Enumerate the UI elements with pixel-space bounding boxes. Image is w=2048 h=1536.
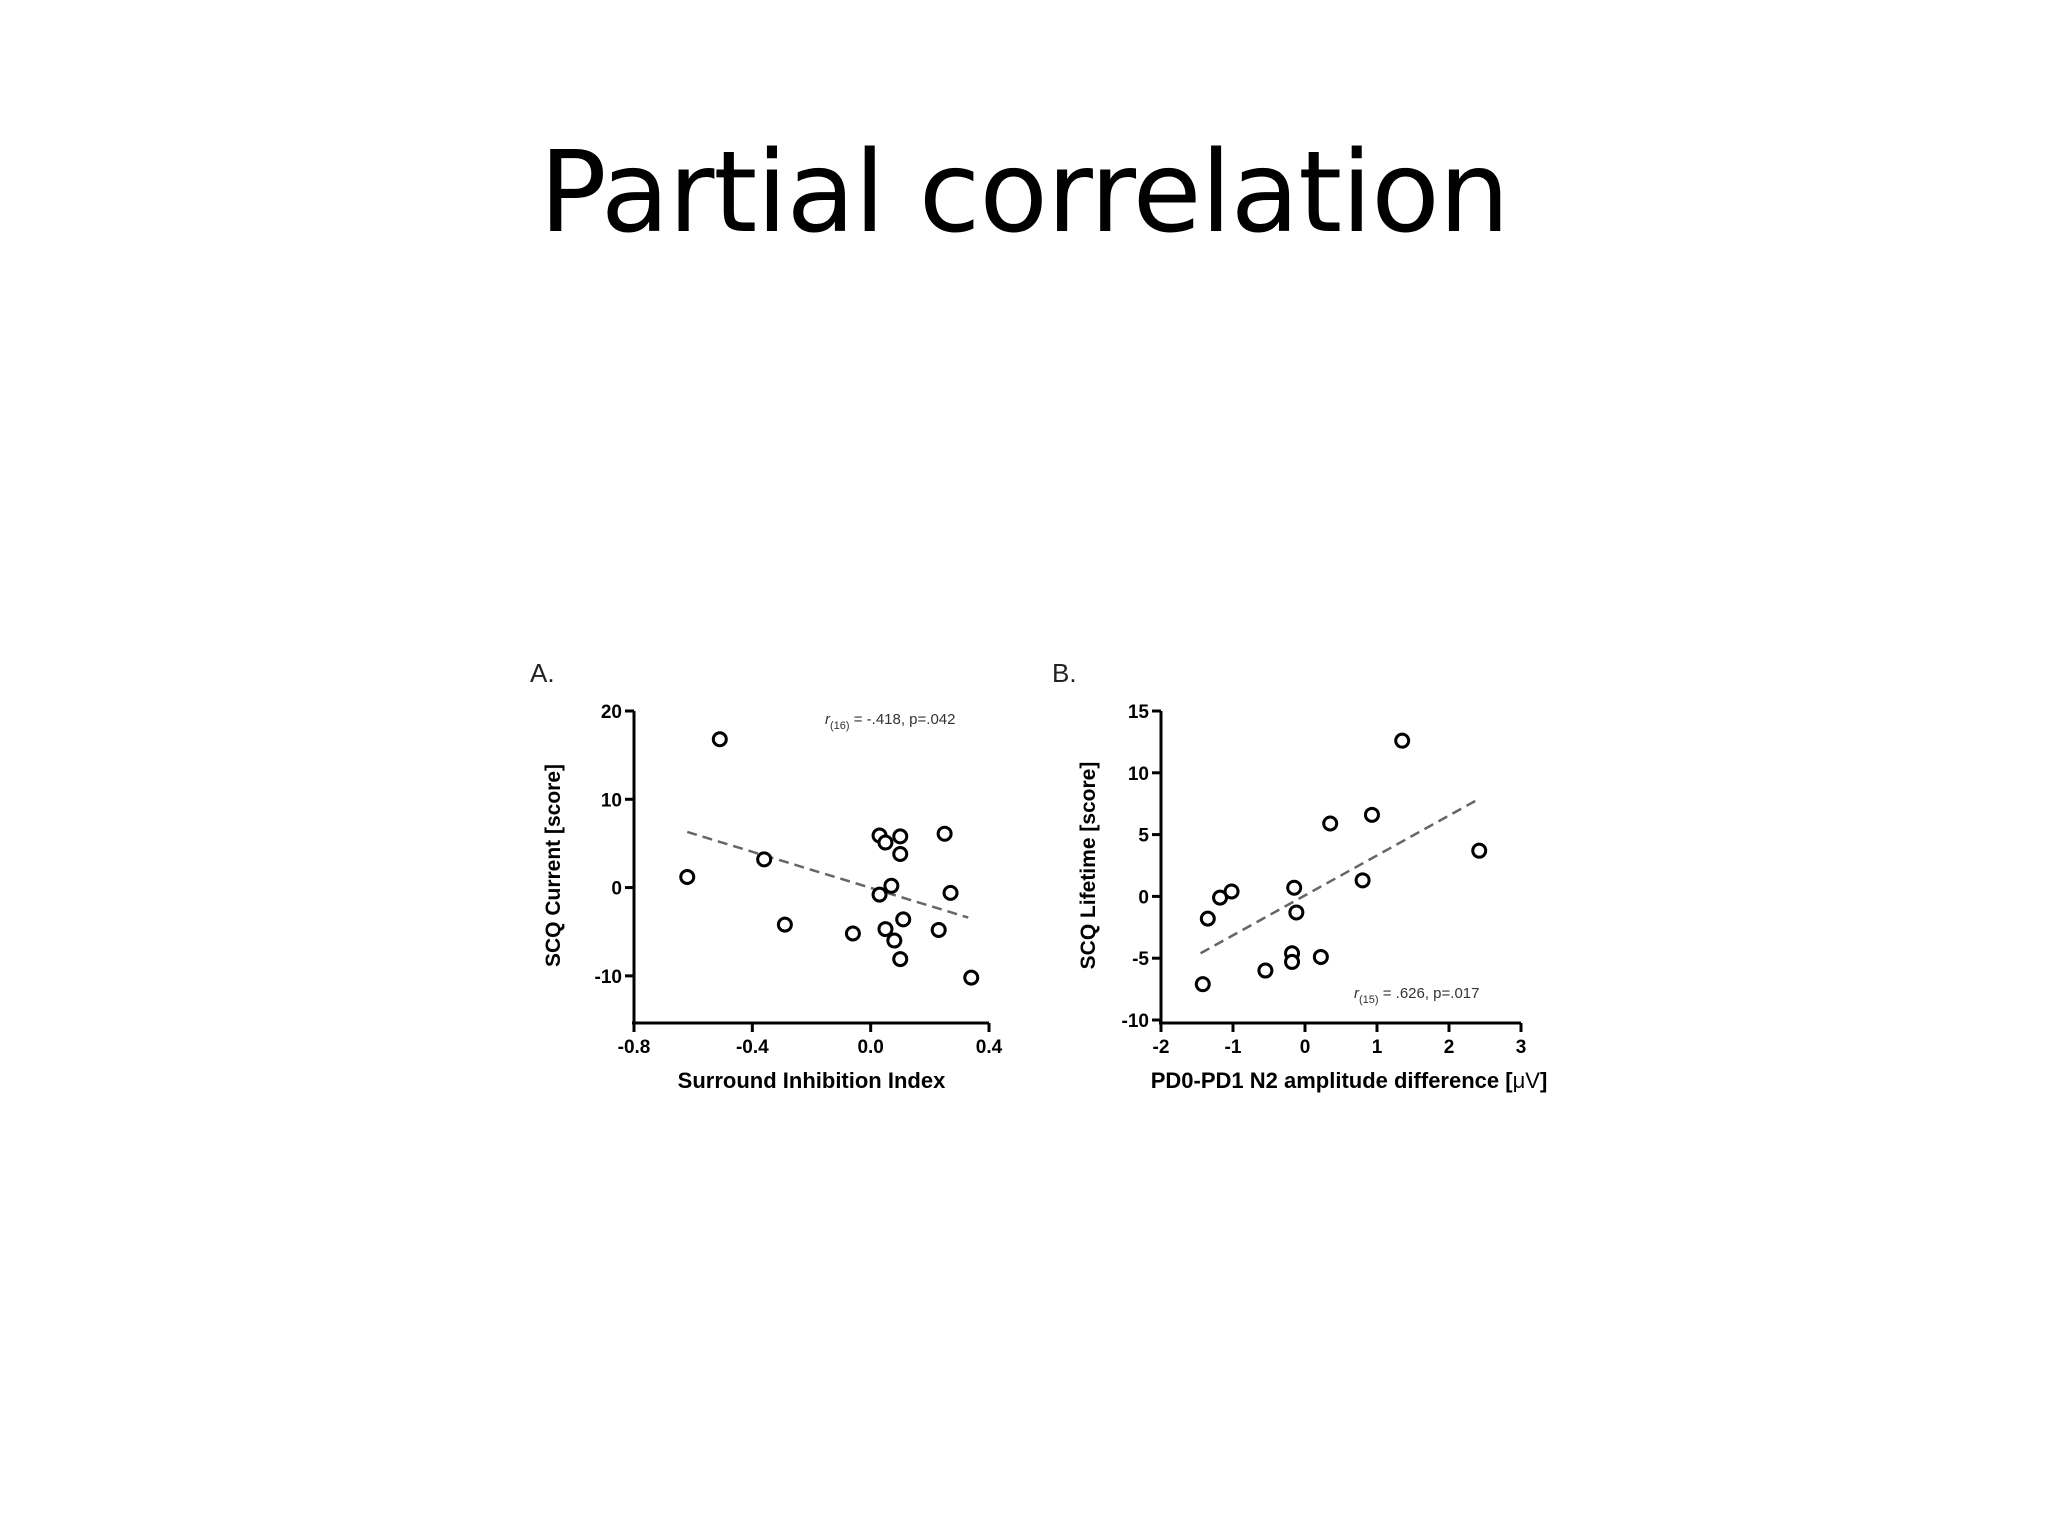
stat-annotation-r: r xyxy=(1354,985,1360,1002)
x-tick-label: 1 xyxy=(1372,1037,1383,1058)
slide-title: Partial correlation xyxy=(539,128,1510,258)
data-point xyxy=(883,877,900,894)
data-point xyxy=(930,921,947,938)
data-point xyxy=(756,851,773,868)
y-tick-label: 15 xyxy=(1128,702,1150,723)
y-tick-label: -10 xyxy=(1122,1011,1149,1032)
data-point xyxy=(1322,815,1339,832)
data-point xyxy=(1288,904,1305,921)
data-point xyxy=(877,834,894,851)
x-axis-label-end: ] xyxy=(1540,1068,1547,1093)
y-tick-label: 10 xyxy=(1128,764,1149,785)
data-point xyxy=(1312,948,1329,965)
x-tick-label: -0.4 xyxy=(736,1037,769,1058)
x-tick-label: 0 xyxy=(1300,1037,1311,1058)
data-point xyxy=(711,731,728,748)
data-point xyxy=(871,886,888,903)
data-point xyxy=(1286,879,1303,896)
trend-line xyxy=(686,830,969,919)
data-point xyxy=(895,911,912,928)
data-point xyxy=(1471,842,1488,859)
data-point xyxy=(892,846,909,863)
data-point xyxy=(1284,953,1301,970)
x-tick-label: 0.0 xyxy=(857,1037,883,1058)
data-point xyxy=(886,932,903,949)
data-point xyxy=(1223,883,1240,900)
stat-annotation-r: r xyxy=(825,711,831,728)
data-point xyxy=(679,868,696,885)
x-axis-label: Surround Inhibition Index xyxy=(678,1068,946,1093)
x-axis-label: PD0-PD1 N2 amplitude difference [μV] xyxy=(1151,1068,1548,1093)
panel-label: B. xyxy=(1052,658,1077,688)
y-axis-label: SCQ Lifetime [score] xyxy=(1077,762,1100,970)
y-tick-label: -5 xyxy=(1132,949,1149,970)
stat-annotation-df: (15) xyxy=(1359,994,1379,1006)
trend-line xyxy=(1199,797,1480,955)
panel-label: A. xyxy=(530,658,555,688)
data-point xyxy=(1394,732,1411,749)
stat-annotation-text: = -.418, p=.042 xyxy=(850,711,956,728)
x-tick-label: 3 xyxy=(1516,1037,1527,1058)
x-tick-label: 0.4 xyxy=(976,1037,1003,1058)
y-tick-label: -10 xyxy=(595,967,622,988)
stat-annotation-text: = .626, p=.017 xyxy=(1379,985,1480,1002)
x-axis-label-text: PD0-PD1 N2 amplitude difference [ xyxy=(1151,1068,1514,1093)
y-tick-label: 5 xyxy=(1138,826,1149,847)
y-tick-label: 10 xyxy=(601,790,622,811)
data-point xyxy=(1257,962,1274,979)
y-tick-label: 20 xyxy=(601,702,622,723)
y-tick-label: 0 xyxy=(611,879,622,900)
x-tick-label: -0.8 xyxy=(618,1037,651,1058)
data-point xyxy=(1354,872,1371,889)
stat-annotation: r(15) = .626, p=.017 xyxy=(1354,985,1479,1006)
data-point xyxy=(892,828,909,845)
scatter-panel-a: A. 20 10 0 -10 -0.8 -0.4 0.0 0.4 SCQ Current [sco… xyxy=(530,658,1003,1093)
stat-annotation: r(16) = -.418, p=.042 xyxy=(825,711,955,732)
x-tick-label: 2 xyxy=(1444,1037,1455,1058)
data-point xyxy=(776,916,793,933)
data-point xyxy=(942,884,959,901)
y-axis-label: SCQ Current [score] xyxy=(542,764,565,967)
data-point xyxy=(936,825,953,842)
x-axis-label-unit: μV xyxy=(1513,1068,1541,1093)
x-tick-label: -2 xyxy=(1153,1037,1170,1058)
data-point xyxy=(1194,976,1211,993)
stat-annotation-df: (16) xyxy=(830,720,850,732)
data-point xyxy=(1363,806,1380,823)
data-point xyxy=(877,921,894,938)
data-point xyxy=(1199,910,1216,927)
data-point xyxy=(963,969,980,986)
y-tick-label: 0 xyxy=(1138,887,1149,908)
data-point xyxy=(844,925,861,942)
data-point xyxy=(892,951,909,968)
x-tick-label: -1 xyxy=(1225,1037,1242,1058)
